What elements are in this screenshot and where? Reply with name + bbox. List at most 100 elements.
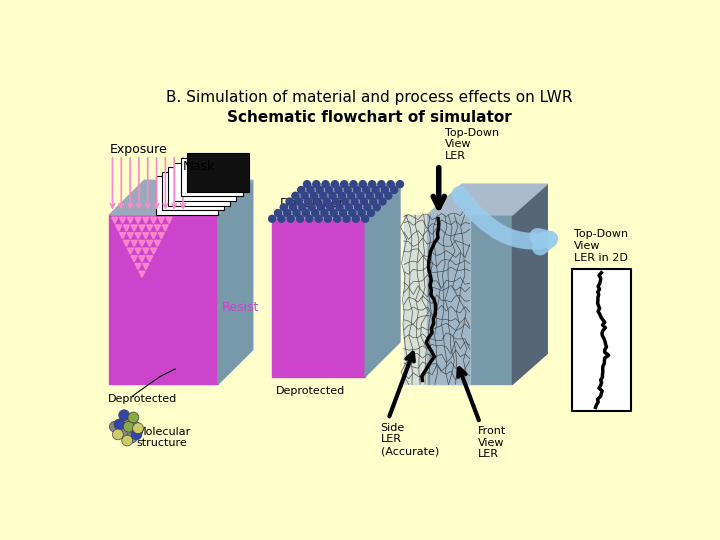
Polygon shape	[143, 264, 149, 269]
Polygon shape	[147, 225, 153, 231]
Polygon shape	[123, 225, 130, 231]
Polygon shape	[154, 225, 161, 231]
Polygon shape	[123, 240, 130, 247]
Circle shape	[350, 181, 357, 187]
Polygon shape	[147, 240, 153, 247]
Circle shape	[340, 210, 346, 217]
Text: Deprotected: Deprotected	[108, 394, 177, 403]
Text: Mask: Mask	[183, 160, 215, 173]
Polygon shape	[427, 184, 547, 215]
Circle shape	[370, 198, 377, 205]
Polygon shape	[127, 248, 133, 254]
Circle shape	[314, 198, 321, 205]
Circle shape	[302, 210, 310, 217]
Polygon shape	[166, 217, 172, 224]
Circle shape	[299, 204, 306, 211]
Polygon shape	[150, 233, 157, 239]
Polygon shape	[427, 215, 513, 384]
Polygon shape	[158, 233, 164, 239]
Circle shape	[391, 186, 397, 193]
Circle shape	[316, 186, 323, 193]
Circle shape	[376, 192, 382, 199]
Polygon shape	[131, 240, 138, 247]
Polygon shape	[154, 240, 161, 247]
Polygon shape	[181, 158, 243, 197]
Polygon shape	[162, 172, 224, 211]
Polygon shape	[139, 271, 145, 278]
Polygon shape	[109, 180, 253, 215]
Text: Developer: Developer	[280, 197, 344, 210]
Circle shape	[348, 192, 355, 199]
Circle shape	[363, 186, 370, 193]
Circle shape	[330, 210, 337, 217]
Circle shape	[112, 429, 123, 440]
Circle shape	[378, 181, 385, 187]
Circle shape	[109, 421, 120, 432]
Circle shape	[343, 215, 350, 222]
Circle shape	[305, 198, 312, 205]
Circle shape	[297, 186, 305, 193]
Circle shape	[331, 181, 338, 187]
Circle shape	[315, 215, 322, 222]
Polygon shape	[147, 256, 153, 262]
Circle shape	[359, 181, 366, 187]
Polygon shape	[112, 217, 118, 224]
Circle shape	[289, 204, 297, 211]
Circle shape	[367, 210, 374, 217]
Polygon shape	[131, 256, 138, 262]
Polygon shape	[404, 215, 469, 384]
Polygon shape	[116, 225, 122, 231]
Circle shape	[307, 186, 314, 193]
Circle shape	[342, 198, 349, 205]
Circle shape	[325, 215, 331, 222]
Circle shape	[284, 210, 291, 217]
Text: Resist: Resist	[222, 301, 259, 314]
Circle shape	[387, 181, 394, 187]
Circle shape	[364, 204, 371, 211]
Circle shape	[335, 186, 342, 193]
Text: B. Simulation of material and process effects on LWR: B. Simulation of material and process ef…	[166, 90, 572, 105]
Polygon shape	[109, 215, 218, 384]
Circle shape	[373, 204, 380, 211]
Polygon shape	[513, 184, 547, 384]
Polygon shape	[139, 256, 145, 262]
Polygon shape	[143, 217, 149, 224]
Circle shape	[329, 192, 336, 199]
Circle shape	[349, 210, 356, 217]
Circle shape	[321, 210, 328, 217]
Polygon shape	[218, 180, 253, 384]
Circle shape	[379, 198, 386, 205]
Polygon shape	[187, 153, 249, 192]
Circle shape	[312, 210, 319, 217]
Circle shape	[274, 210, 282, 217]
Circle shape	[293, 210, 300, 217]
Circle shape	[297, 215, 304, 222]
Circle shape	[278, 215, 285, 222]
Circle shape	[357, 192, 364, 199]
Polygon shape	[139, 240, 145, 247]
Polygon shape	[174, 163, 236, 201]
Polygon shape	[168, 167, 230, 206]
Polygon shape	[135, 217, 141, 224]
Polygon shape	[272, 219, 365, 377]
Circle shape	[352, 215, 359, 222]
Circle shape	[382, 186, 388, 193]
Polygon shape	[135, 233, 141, 239]
Circle shape	[358, 210, 365, 217]
Circle shape	[355, 204, 361, 211]
Text: Side
LER
(Accurate): Side LER (Accurate)	[381, 423, 439, 456]
Text: Top-Down
View
LER: Top-Down View LER	[445, 128, 499, 161]
Circle shape	[308, 204, 315, 211]
Circle shape	[369, 181, 376, 187]
Circle shape	[318, 204, 325, 211]
Circle shape	[333, 198, 340, 205]
Polygon shape	[135, 264, 141, 269]
Circle shape	[304, 181, 310, 187]
Circle shape	[128, 412, 139, 423]
Circle shape	[385, 192, 392, 199]
Circle shape	[346, 204, 352, 211]
Polygon shape	[120, 233, 126, 239]
Polygon shape	[365, 184, 400, 377]
Circle shape	[292, 192, 299, 199]
Circle shape	[114, 419, 125, 430]
